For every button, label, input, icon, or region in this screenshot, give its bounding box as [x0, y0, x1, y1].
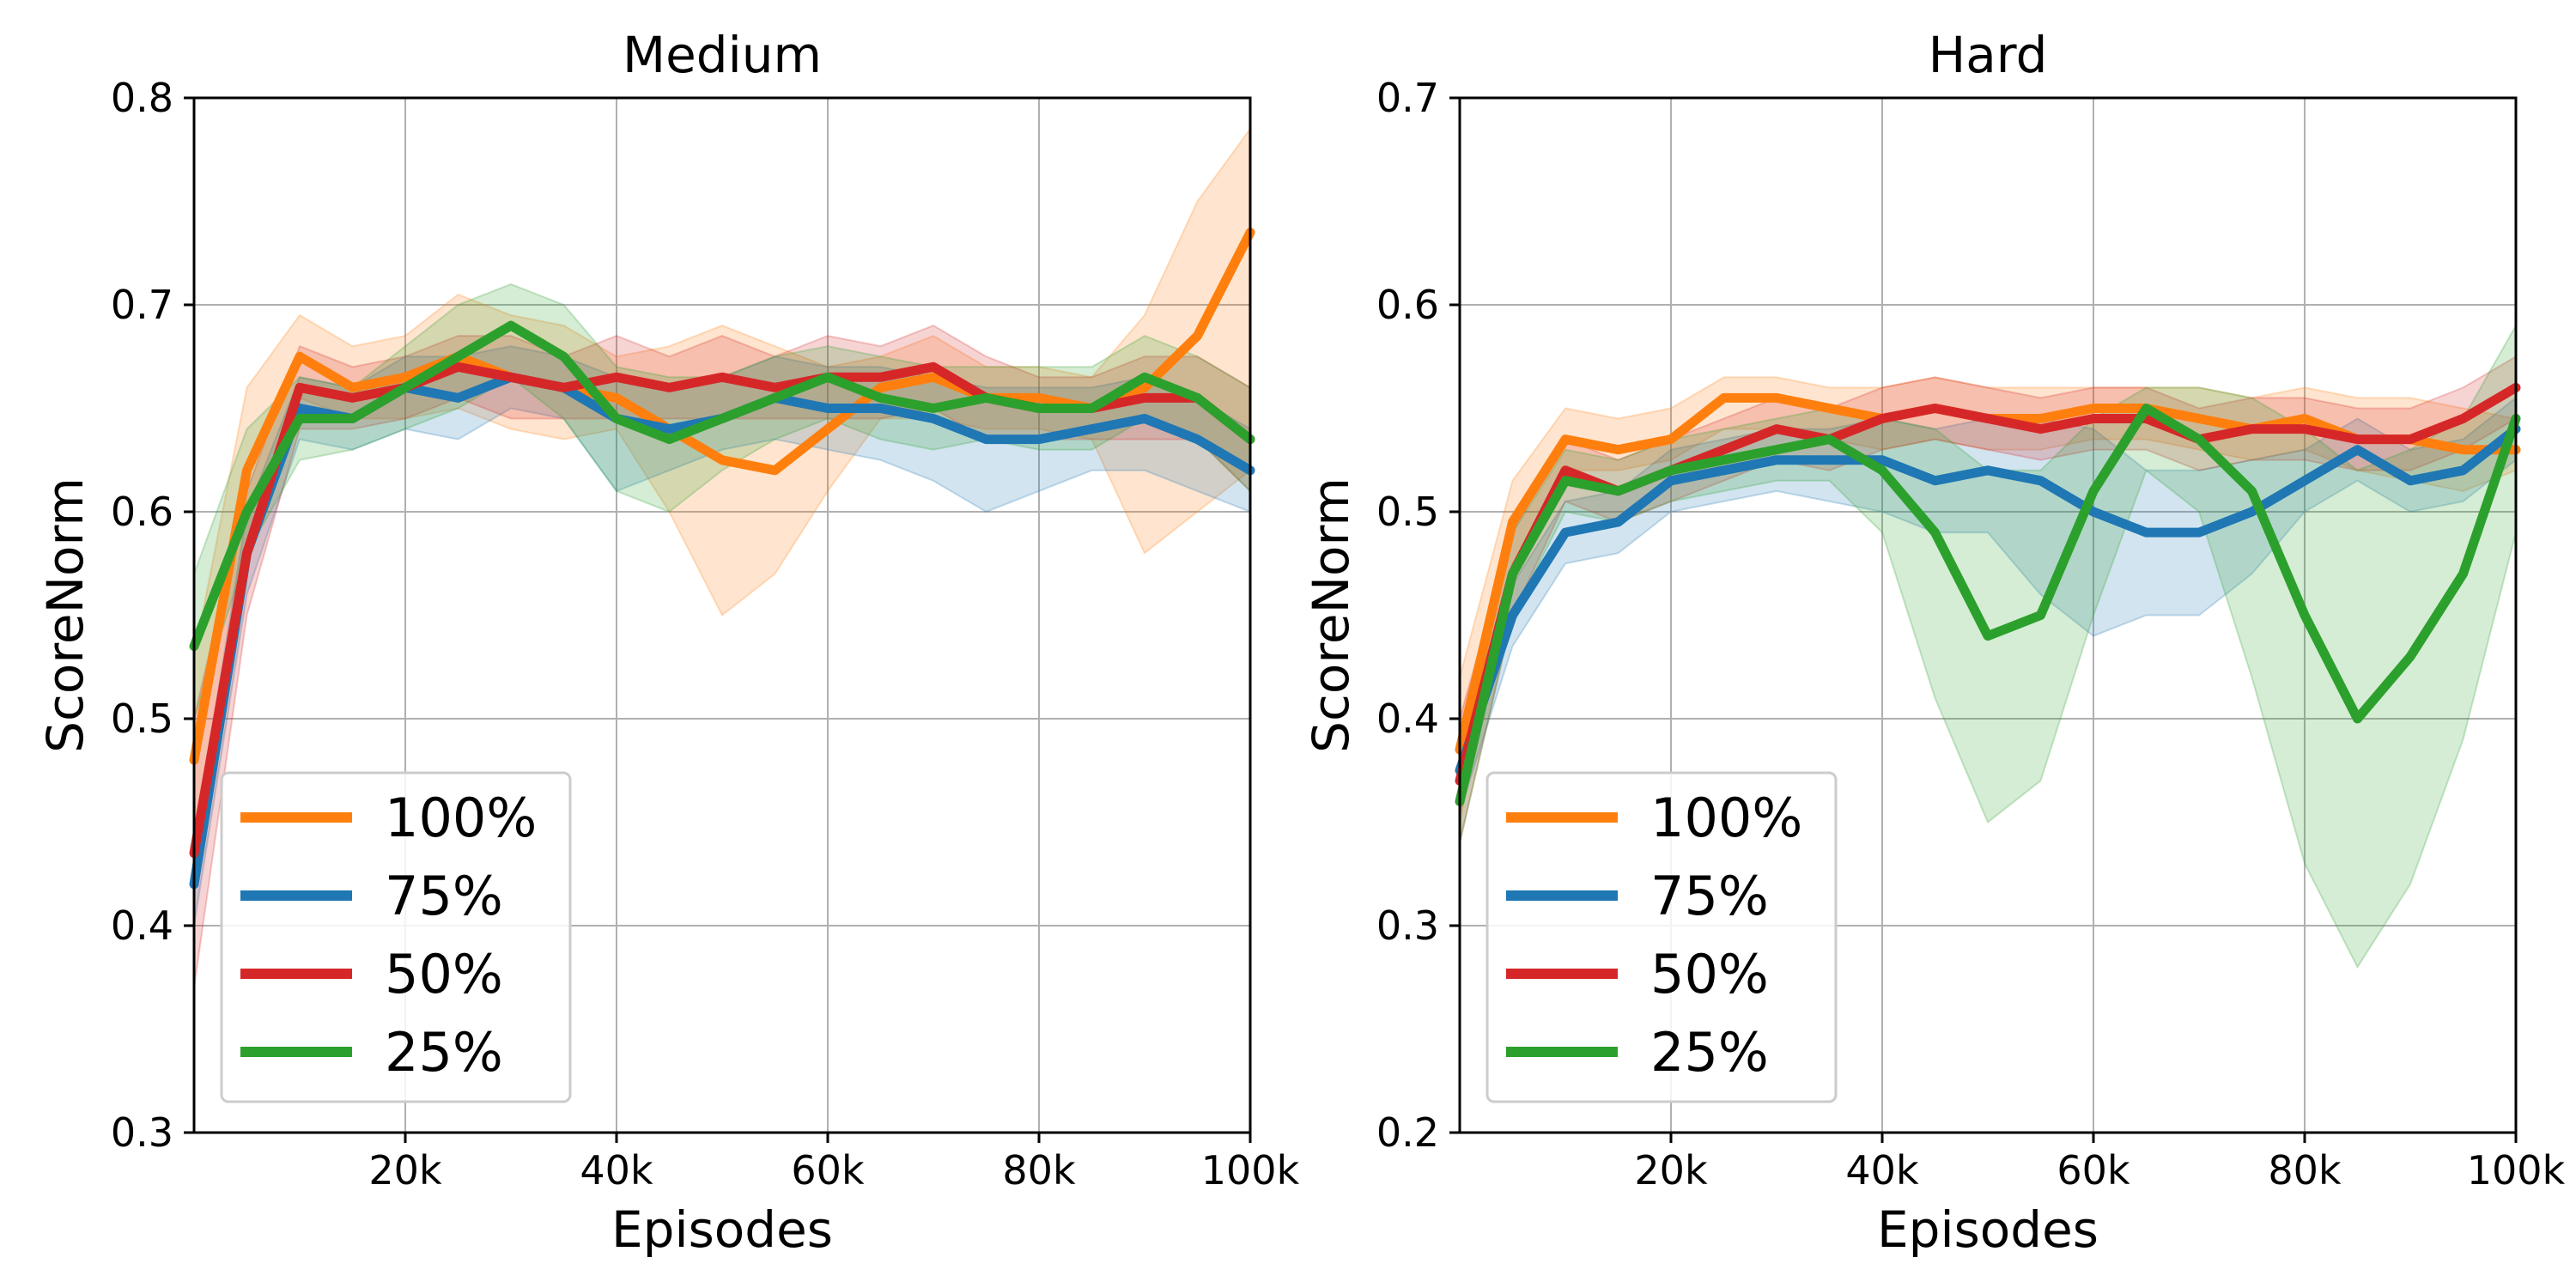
legend-label: 50% [1650, 943, 1769, 1005]
legend-box [1485, 771, 1838, 1103]
chart-title: Medium [623, 26, 822, 84]
chart-medium: 20k 40k 60k 80k 100k 0.3 0.4 0.5 0.6 0.7 0.8 Medium… [36, 26, 1300, 1259]
x-tick-label: 40k [1845, 1147, 1919, 1194]
x-tick-label: 100k [1201, 1147, 1300, 1194]
legend-box [220, 771, 572, 1103]
x-tick-label: 20k [1634, 1147, 1708, 1194]
y-tick-label: 0.3 [111, 1109, 173, 1156]
y-tick-label: 0.4 [111, 902, 173, 949]
series-line-25% [189, 320, 1255, 652]
legend-label: 100% [385, 787, 537, 849]
legend: 100% 75% 50% 25% [220, 771, 572, 1103]
x-axis-label: Episodes [1877, 1200, 2099, 1259]
y-tick-label: 0.4 [1376, 696, 1439, 742]
y-tick-label: 0.6 [111, 489, 173, 535]
plot-frame [192, 96, 1252, 1134]
y-tick-label: 0.7 [111, 282, 173, 328]
x-tick-label: 60k [2057, 1147, 2130, 1194]
x-tick-label: 100k [2467, 1147, 2566, 1194]
y-axis-label: ScoreNorm [36, 477, 94, 753]
legend-label: 100% [1650, 787, 1802, 849]
y-tick-label: 0.5 [1376, 489, 1439, 535]
series-line-75% [1455, 424, 2521, 775]
y-tick-label: 0.3 [1376, 902, 1439, 949]
plot-frame [1458, 96, 2518, 1134]
legend-label: 50% [385, 943, 503, 1005]
x-tick-label: 80k [2268, 1147, 2342, 1194]
x-tick-label: 40k [580, 1147, 653, 1194]
legend-label: 25% [385, 1021, 503, 1084]
chart-hard: 20k 40k 60k 80k 100k 0.2 0.3 0.4 0.5 0.6 0.7 Hard Ep… [1302, 26, 2566, 1259]
x-tick-label: 20k [368, 1147, 442, 1194]
x-tick-label: 60k [791, 1147, 865, 1194]
y-axis-label: ScoreNorm [1302, 477, 1360, 753]
y-tick-label: 0.8 [111, 75, 173, 121]
x-axis-label: Episodes [611, 1200, 833, 1259]
chart-title: Hard [1929, 26, 2048, 84]
y-tick-label: 0.2 [1376, 1109, 1439, 1156]
legend: 100% 75% 50% 25% [1485, 771, 1838, 1103]
series-line-25% [1455, 404, 2521, 806]
legend-label: 25% [1650, 1021, 1769, 1084]
legend-label: 75% [385, 865, 503, 927]
x-tick-label: 80k [1002, 1147, 1076, 1194]
legend-label: 75% [1650, 865, 1769, 927]
y-tick-label: 0.6 [1376, 282, 1439, 328]
y-tick-label: 0.5 [111, 696, 173, 742]
y-tick-label: 0.7 [1376, 75, 1439, 121]
